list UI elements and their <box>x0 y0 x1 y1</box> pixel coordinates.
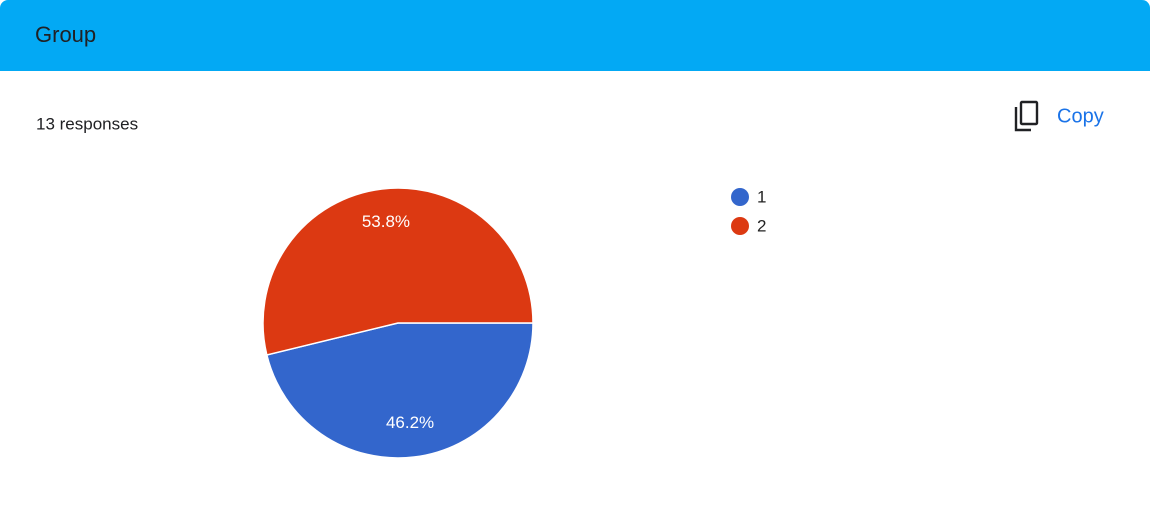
pie-slice <box>262 187 534 356</box>
legend-label: 2 <box>757 216 766 235</box>
copy-label: Copy <box>1057 105 1104 127</box>
copy-button[interactable]: Copy <box>1014 100 1104 132</box>
card-header <box>0 0 1150 71</box>
slice-label: 46.2% <box>386 413 434 432</box>
header-title: Group <box>35 22 96 47</box>
legend-swatch <box>731 217 749 235</box>
slice-label: 53.8% <box>362 212 410 231</box>
copy-icon <box>1014 100 1039 132</box>
legend-label: 1 <box>757 187 766 206</box>
pie-slice <box>265 322 534 459</box>
legend-swatch <box>731 188 749 206</box>
response-count: 13 responses <box>36 114 138 133</box>
